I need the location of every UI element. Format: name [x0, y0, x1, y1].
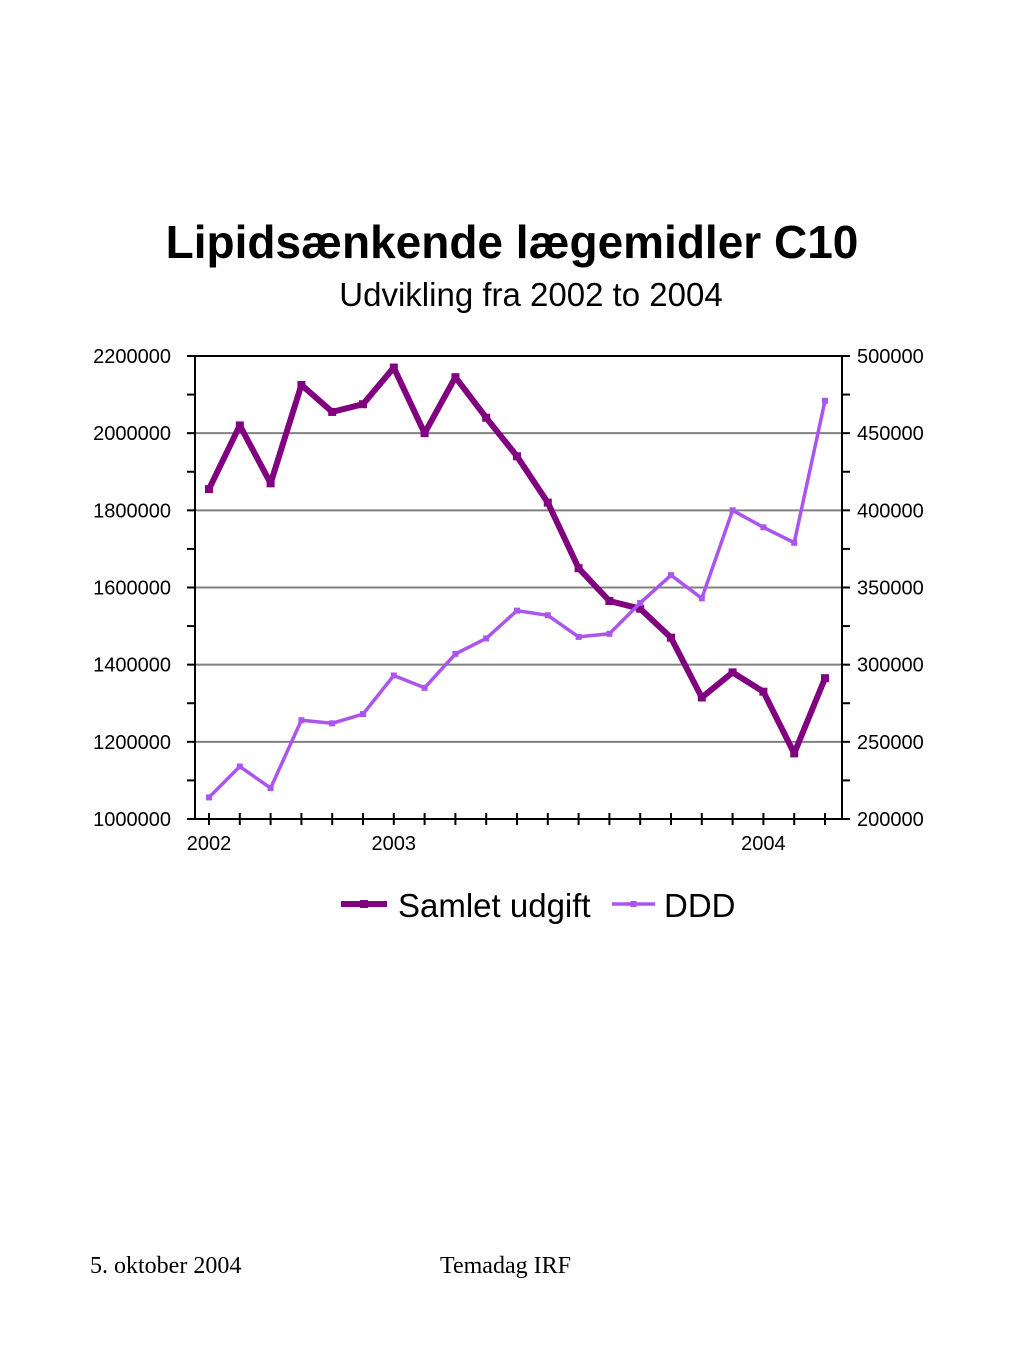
series-point	[759, 687, 768, 696]
series-point	[266, 479, 275, 488]
y-right-tick-label: 200000	[857, 809, 924, 831]
y-left-tick-label: 1600000	[93, 578, 171, 600]
series-point	[791, 539, 798, 546]
legend-label: DDD	[664, 887, 736, 924]
y-right-tick-label: 350000	[857, 578, 924, 600]
series-point	[359, 400, 367, 409]
series-point	[605, 597, 614, 606]
x-tick-label: 2002	[187, 833, 232, 855]
series-point	[697, 693, 706, 702]
series-point	[483, 635, 490, 642]
series-point	[297, 380, 306, 389]
series-point	[636, 604, 645, 613]
series-point	[574, 564, 583, 573]
series-point	[421, 684, 428, 691]
series-point	[668, 572, 674, 579]
chart-title: Lipidsænkende lægemidler C10	[165, 216, 859, 268]
series-point	[514, 607, 520, 614]
series-point	[328, 407, 337, 416]
y-right-tick-label: 450000	[857, 423, 924, 445]
series-point	[389, 363, 398, 372]
series-point	[267, 785, 274, 792]
series-point	[822, 397, 828, 404]
series-point	[790, 749, 799, 758]
series-point	[606, 630, 613, 637]
y-right-tick-label: 400000	[857, 500, 924, 522]
y-right-tick-label: 300000	[857, 655, 924, 677]
y-left-tick-label: 1200000	[93, 732, 171, 754]
series-point	[452, 650, 459, 657]
series-point	[360, 711, 366, 718]
series-point	[728, 668, 737, 677]
series-point	[637, 599, 644, 606]
series-point	[235, 421, 244, 430]
y-left-tick-label: 1800000	[93, 500, 171, 522]
y-right-tick-label: 500000	[857, 346, 924, 368]
series-point	[698, 595, 705, 602]
series-point	[206, 794, 212, 801]
y-left-tick-label: 2200000	[93, 346, 171, 368]
series-point	[760, 524, 767, 531]
y-right-tick-label: 250000	[857, 732, 924, 754]
series-point	[236, 763, 243, 770]
series-point	[544, 612, 551, 619]
series-point	[329, 720, 336, 727]
y-left-tick-label: 1400000	[93, 655, 171, 677]
series-point	[298, 717, 305, 724]
footer-event: Temadag IRF	[440, 1253, 571, 1279]
series-point	[821, 674, 829, 683]
x-tick-label: 2003	[372, 833, 417, 855]
series-line	[206, 364, 828, 757]
series-point	[420, 429, 429, 438]
legend-marker	[630, 901, 637, 907]
series-point	[667, 633, 675, 642]
chart-subtitle: Udvikling fra 2002 to 2004	[339, 276, 723, 313]
y-left-tick-label: 2000000	[93, 423, 171, 445]
legend-marker	[360, 900, 368, 908]
legend-label: Samlet udgift	[398, 887, 591, 924]
series-point	[729, 507, 736, 514]
series-point	[575, 633, 582, 640]
series-point	[390, 672, 397, 679]
series-point	[205, 485, 213, 494]
x-tick-label: 2004	[741, 833, 786, 855]
y-left-tick-label: 1000000	[93, 809, 171, 831]
series-point	[451, 373, 460, 382]
footer-date: 5. oktober 2004	[90, 1253, 242, 1279]
series-point	[482, 413, 491, 422]
series-point	[513, 452, 521, 461]
series-point	[543, 498, 552, 507]
